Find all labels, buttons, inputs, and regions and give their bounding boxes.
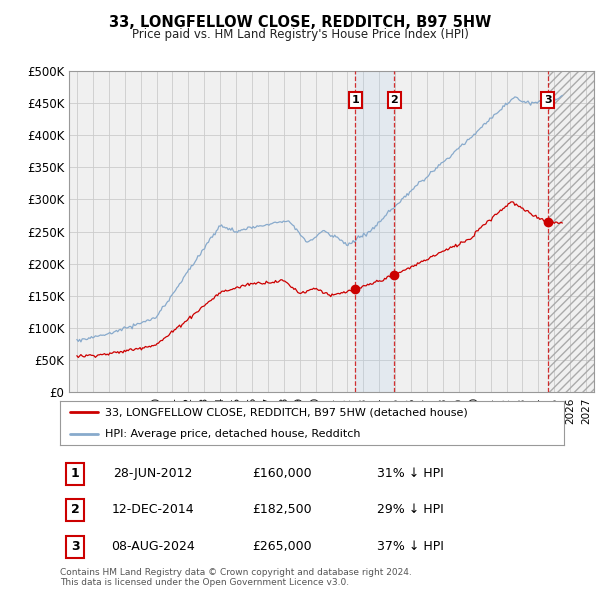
Text: 2: 2 [71, 503, 79, 516]
Text: 33, LONGFELLOW CLOSE, REDDITCH, B97 5HW (detached house): 33, LONGFELLOW CLOSE, REDDITCH, B97 5HW … [106, 407, 468, 417]
Text: 1: 1 [352, 95, 359, 105]
Bar [548, 71, 594, 392]
Text: 12-DEC-2014: 12-DEC-2014 [112, 503, 194, 516]
Text: 3: 3 [71, 540, 79, 553]
Text: 37% ↓ HPI: 37% ↓ HPI [377, 540, 444, 553]
Text: 33, LONGFELLOW CLOSE, REDDITCH, B97 5HW: 33, LONGFELLOW CLOSE, REDDITCH, B97 5HW [109, 15, 491, 30]
Text: HPI: Average price, detached house, Redditch: HPI: Average price, detached house, Redd… [106, 430, 361, 440]
Text: 28-JUN-2012: 28-JUN-2012 [113, 467, 193, 480]
Bar [355, 71, 394, 392]
Text: 3: 3 [544, 95, 551, 105]
Text: £160,000: £160,000 [252, 467, 311, 480]
Text: 29% ↓ HPI: 29% ↓ HPI [377, 503, 443, 516]
Text: £265,000: £265,000 [252, 540, 311, 553]
Text: 1: 1 [71, 467, 79, 480]
Text: 08-AUG-2024: 08-AUG-2024 [112, 540, 195, 553]
Text: Price paid vs. HM Land Registry's House Price Index (HPI): Price paid vs. HM Land Registry's House … [131, 28, 469, 41]
Text: £182,500: £182,500 [252, 503, 311, 516]
Text: 2: 2 [391, 95, 398, 105]
Text: Contains HM Land Registry data © Crown copyright and database right 2024.
This d: Contains HM Land Registry data © Crown c… [60, 568, 412, 587]
Text: 31% ↓ HPI: 31% ↓ HPI [377, 467, 443, 480]
